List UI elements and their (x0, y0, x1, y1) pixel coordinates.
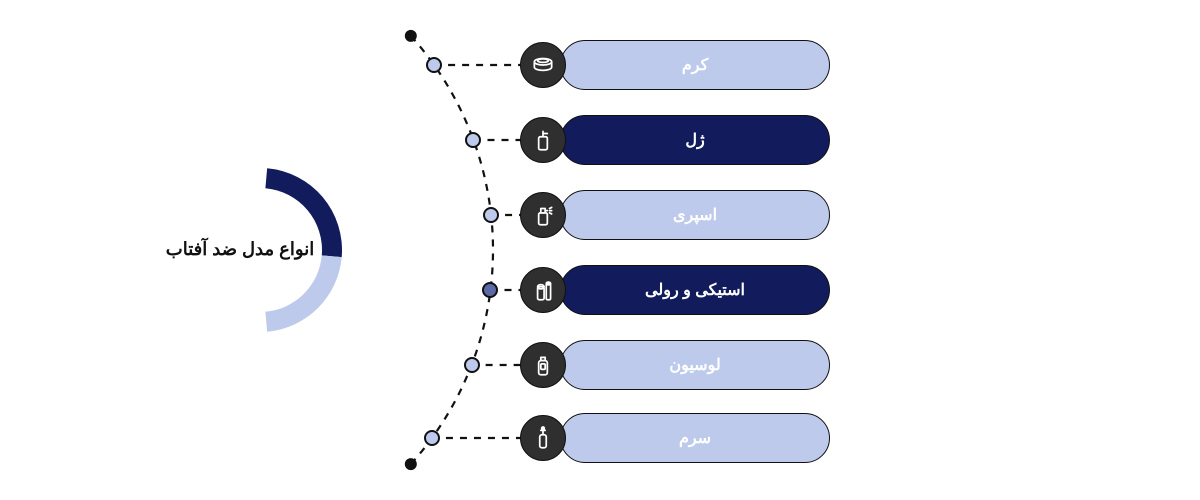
connector-dot (424, 430, 440, 446)
category-pill: ژل (560, 115, 830, 165)
connector-dot (464, 357, 480, 373)
dropper-icon (520, 415, 566, 461)
infographic-stage: انواع مدل ضد آفتاب کرم ژل اسپری استیکی و رول… (0, 0, 1200, 500)
category-pill: لوسیون (560, 340, 830, 390)
category-label: ژل (685, 130, 704, 150)
lotion-icon (520, 342, 566, 388)
category-pill: سرم (560, 413, 830, 463)
category-label: کرم (682, 55, 708, 75)
stick-icon (520, 267, 566, 313)
category-pill: کرم (560, 40, 830, 90)
category-pill: اسپری (560, 190, 830, 240)
connector-dot (426, 57, 442, 73)
pump-icon (520, 117, 566, 163)
spray-icon (520, 192, 566, 238)
category-label: اسپری (673, 205, 717, 225)
category-label: سرم (679, 428, 711, 448)
connector-dot (483, 207, 499, 223)
center-title: انواع مدل ضد آفتاب (140, 239, 340, 260)
category-label: لوسیون (669, 355, 720, 375)
jar-icon (520, 42, 566, 88)
category-label: استیکی و رولی (645, 280, 745, 300)
category-pill: استیکی و رولی (560, 265, 830, 315)
